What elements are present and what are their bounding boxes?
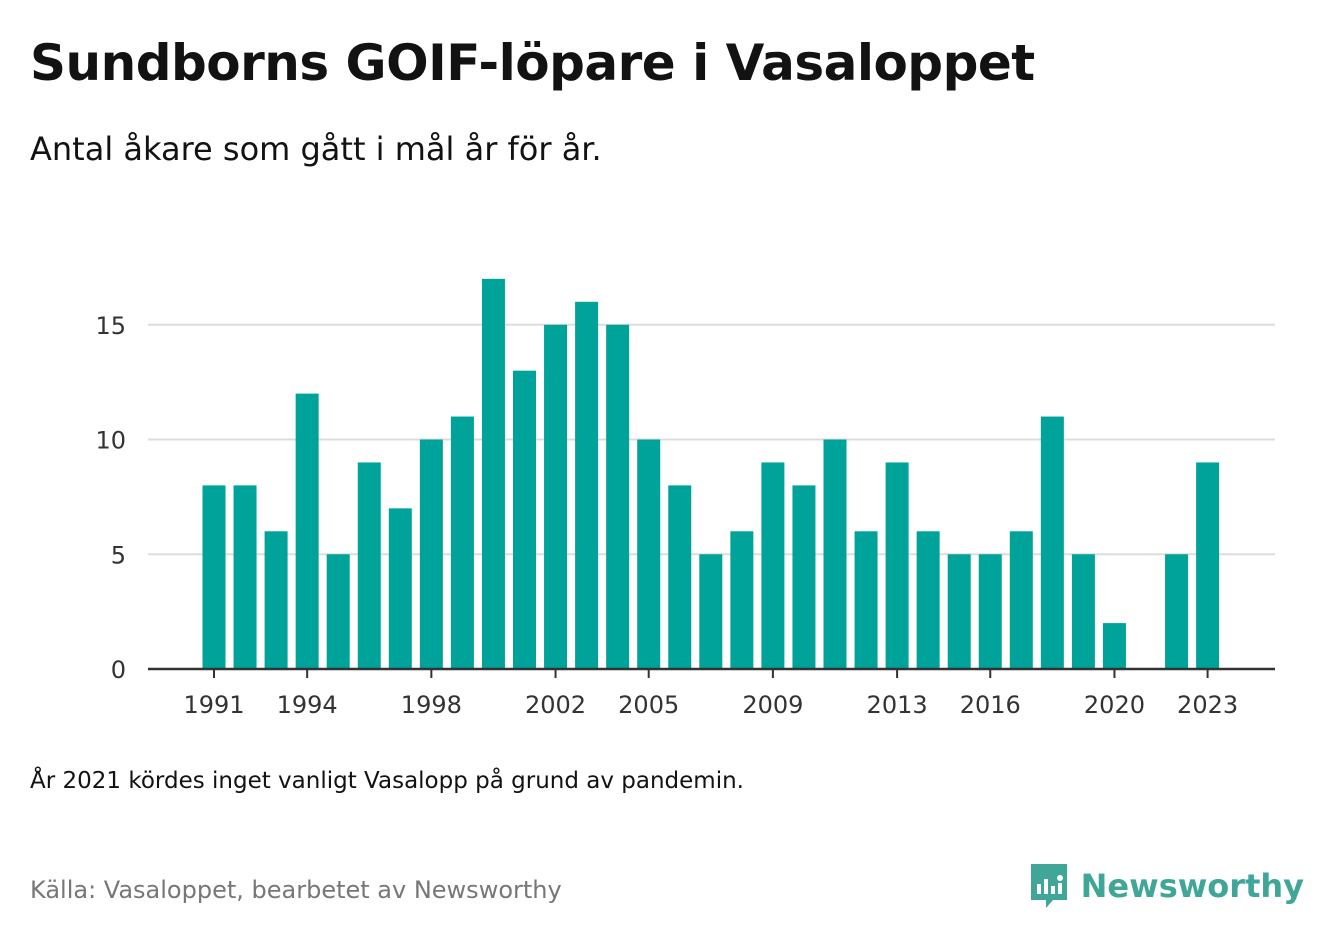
brand-name: Newsworthy [1080, 867, 1304, 905]
bar-2008 [730, 531, 754, 669]
bar-1998 [419, 439, 443, 669]
x-tick-label: 1991 [183, 691, 244, 719]
x-tick-label: 2009 [742, 691, 803, 719]
x-tick-label: 2023 [1177, 691, 1238, 719]
bar-2018 [1040, 416, 1064, 669]
bar-2007 [699, 554, 723, 669]
bar-2013 [885, 462, 909, 669]
newsworthy-logo-icon [1030, 864, 1067, 908]
bar-2014 [916, 531, 940, 669]
chart-title: Sundborns GOIF-löpare i Vasaloppet [30, 34, 1035, 92]
bar-1995 [326, 554, 350, 669]
y-tick-label: 10 [95, 427, 126, 455]
x-tick-label: 2013 [867, 691, 928, 719]
bar-2019 [1071, 554, 1095, 669]
y-tick-label: 5 [111, 541, 126, 569]
bar-1992 [233, 485, 257, 669]
chart-subtitle: Antal åkare som gått i mål år för år. [30, 130, 602, 168]
bar-2000 [481, 278, 505, 669]
x-tick-label: 2005 [618, 691, 679, 719]
x-tick-label: 1998 [401, 691, 462, 719]
bar-chart: 0 5 10 15 1991 1994 1998 2002 2005 2009 2013 2016 20… [95, 278, 1275, 719]
source-text: Källa: Vasaloppet, bearbetet av Newswort… [30, 876, 562, 904]
newsworthy-logo: Newsworthy [1029, 862, 1304, 910]
bar-2012 [854, 531, 878, 669]
bar-1994 [295, 393, 319, 669]
bar-2005 [637, 439, 661, 669]
bar-2016 [978, 554, 1002, 669]
footnote: År 2021 kördes inget vanligt Vasalopp på… [30, 768, 744, 794]
bar-2017 [1009, 531, 1033, 669]
bar-2015 [947, 554, 971, 669]
bar-1999 [450, 416, 474, 669]
bars [202, 278, 1220, 669]
bar-2001 [513, 370, 536, 669]
bar-2004 [606, 324, 630, 669]
bar-2006 [668, 485, 692, 669]
axes: 0 5 10 15 1991 1994 1998 2002 2005 2009 2013 2016 20… [95, 312, 1275, 719]
y-tick-label: 15 [95, 312, 126, 340]
bar-2020 [1102, 623, 1126, 669]
bar-2010 [792, 485, 816, 669]
x-tick-label: 2002 [525, 691, 586, 719]
bar-2003 [575, 301, 599, 669]
x-tick-label: 2020 [1084, 691, 1145, 719]
bar-1997 [388, 508, 412, 669]
bar-1996 [357, 462, 381, 669]
x-tick-label: 1994 [277, 691, 338, 719]
bar-2022 [1165, 554, 1189, 669]
bar-1991 [202, 485, 226, 669]
bar-2023 [1196, 462, 1220, 669]
x-tick-label: 2016 [960, 691, 1021, 719]
bar-2002 [544, 324, 568, 669]
bar-2011 [823, 439, 847, 669]
bar-2009 [761, 462, 785, 669]
bar-1993 [264, 531, 288, 669]
y-tick-label: 0 [111, 656, 126, 684]
